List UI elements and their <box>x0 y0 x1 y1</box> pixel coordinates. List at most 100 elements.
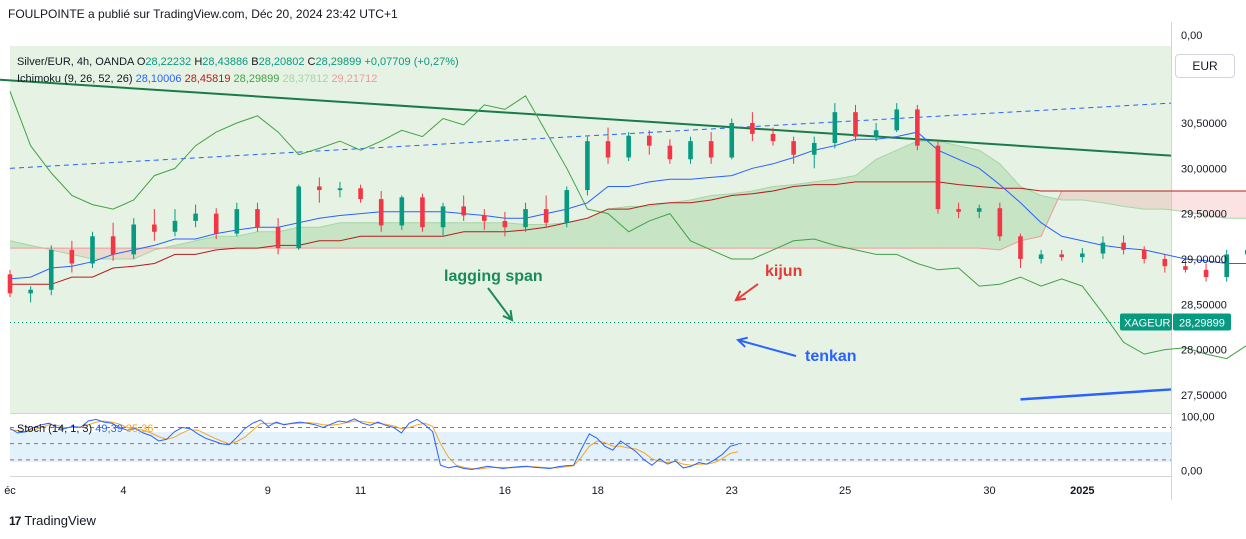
cloud-segment <box>174 240 196 249</box>
cloud-segment <box>628 206 650 249</box>
candle-down <box>110 236 116 255</box>
stoch-label: Stoch (14, 1, 3) <box>17 423 93 435</box>
candle-up <box>440 206 446 228</box>
lagging-span-arrow-head <box>502 309 514 322</box>
price-tick-label: 29,00000 <box>1181 254 1227 266</box>
candle-down <box>750 123 755 134</box>
price-tick-label: 29,50000 <box>1181 209 1227 221</box>
price-tick-label: 28,00000 <box>1181 345 1227 357</box>
lagging-span-annotation: lagging span <box>444 268 543 285</box>
cloud-segment <box>958 145 980 249</box>
price-tag-value: 28,29899 <box>1179 317 1225 329</box>
candle-down <box>317 186 322 191</box>
cloud-segment <box>92 248 114 259</box>
lagging-span-arrow <box>487 287 513 321</box>
ichimoku-legend[interactable]: Ichimoku (9, 26, 52, 26) 28,10006 28,458… <box>17 73 377 85</box>
time-tick-label: 23 <box>726 485 738 497</box>
price-axis-labels[interactable]: 0,00 30,50000 30,00000 29,50000 29,00000 28,5… <box>1120 30 1231 478</box>
time-tick-label: 30 <box>983 485 995 497</box>
candle-down <box>708 141 714 158</box>
cloud-segment <box>381 222 402 249</box>
cloud-segment <box>896 141 918 249</box>
candle-down <box>1018 236 1023 259</box>
kijun-arrow-head <box>734 290 747 302</box>
cloud-segment <box>566 218 588 249</box>
cloud-segment <box>216 236 237 249</box>
candle-up <box>28 289 33 294</box>
time-tick-label: 4 <box>120 485 126 497</box>
kijun-arrow <box>735 283 759 301</box>
high-label: H <box>194 56 203 68</box>
price-tag-symbol-box <box>1120 313 1172 331</box>
cloud-segment <box>999 163 1021 250</box>
cloud-segment <box>298 227 320 249</box>
price-top-label: 0,00 <box>1181 30 1202 42</box>
candle-up <box>832 112 838 143</box>
time-axis-labels[interactable]: éc 4 9 11 16 18 23 25 30 2025 <box>4 485 1094 497</box>
candle-up <box>729 123 735 158</box>
cloud-segment <box>587 209 609 249</box>
tradingview-logo-icon: 17 <box>9 513 21 528</box>
time-tick-label: 2025 <box>1070 485 1094 497</box>
candle-up <box>234 209 240 234</box>
stoch-k-value: 49,39 <box>95 423 123 435</box>
cloud-segment <box>10 240 31 249</box>
candle-up <box>585 141 590 191</box>
candle-down <box>378 199 384 226</box>
candle-up <box>193 213 198 221</box>
open-label: O <box>136 56 146 68</box>
cloud-segment <box>876 150 897 249</box>
candle-down <box>275 227 281 249</box>
candle-down <box>646 135 652 146</box>
publish-header: FOULPOINTE a publié sur TradingView.com,… <box>8 7 398 21</box>
cloud-segment <box>484 222 505 249</box>
candle-up <box>337 188 343 191</box>
cloud-segment <box>422 222 444 249</box>
candle-up <box>894 109 900 131</box>
ichimoku-label: Ichimoku (9, 26, 52, 26) <box>17 73 133 85</box>
cloud-segment <box>1185 190 1207 216</box>
tenkan-annotation: tenkan <box>805 348 857 365</box>
time-tick-label: 11 <box>355 485 366 497</box>
stoch-tick-label: 100,00 <box>1181 412 1215 424</box>
time-tick-label: 25 <box>839 485 851 497</box>
close-label: C <box>307 56 316 68</box>
tenkan-arrow-head <box>735 336 748 348</box>
candle-down <box>853 112 858 137</box>
symbol-legend[interactable]: Silver/EUR, 4h, OANDA O28,22232 H28,4388… <box>17 56 459 68</box>
candle-up <box>296 186 302 249</box>
candle-up <box>626 135 631 158</box>
tenkan-line <box>9 131 1246 280</box>
candle-down <box>502 220 508 228</box>
candle-up <box>976 208 982 212</box>
symbol-name: Silver/EUR, 4h, OANDA <box>17 56 134 68</box>
low-label: B <box>251 56 259 68</box>
tradingview-footer[interactable]: 17 TradingView <box>9 513 96 528</box>
cloud-segment <box>71 248 93 259</box>
candle-down <box>1121 242 1126 250</box>
stoch-tick-label: 0,00 <box>1181 466 1202 478</box>
cloud-segment <box>1102 190 1124 207</box>
cloud-segment <box>937 141 959 249</box>
candle-down <box>7 274 13 294</box>
candle-down <box>461 206 466 216</box>
candles <box>7 103 1246 303</box>
cloud-segment <box>649 202 670 249</box>
price-tick-label: 28,50000 <box>1181 299 1227 311</box>
currency-button[interactable]: EUR <box>1175 54 1235 78</box>
high-value: 28,43886 <box>202 56 249 68</box>
candle-up <box>873 130 879 137</box>
drawing-lines[interactable] <box>0 78 1172 401</box>
cloud-segment <box>546 222 567 249</box>
candle-down <box>152 224 157 232</box>
candle-down <box>255 209 260 228</box>
stoch-legend[interactable]: Stoch (14, 1, 3) 49,39 35,36 <box>17 423 153 435</box>
price-tick-label: 27,50000 <box>1181 390 1227 402</box>
cloud-segment <box>814 179 835 249</box>
cloud-segment <box>1164 190 1186 212</box>
brand-name: TradingView <box>24 513 96 528</box>
price-tick-label: 30,50000 <box>1181 118 1227 130</box>
cloud-segment <box>195 236 217 249</box>
candle-up <box>811 142 817 155</box>
